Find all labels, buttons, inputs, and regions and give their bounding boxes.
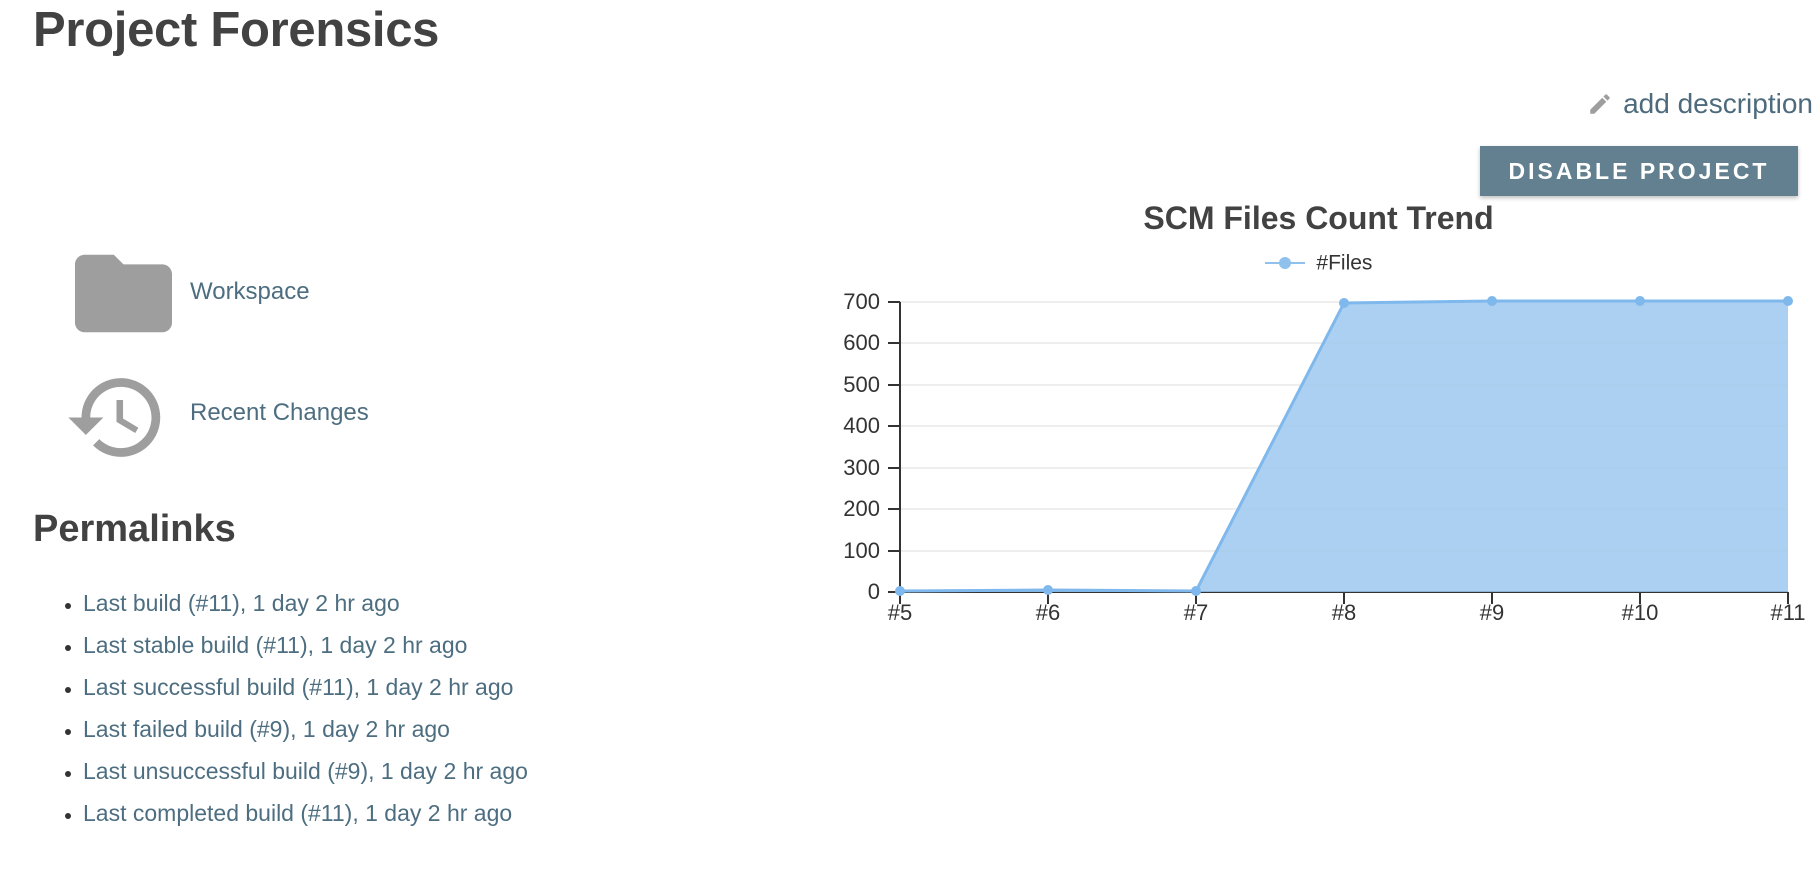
svg-text:#8: #8 [1332, 600, 1356, 625]
svg-text:200: 200 [843, 496, 880, 521]
svg-text:#7: #7 [1184, 600, 1208, 625]
svg-text:300: 300 [843, 455, 880, 480]
svg-text:#6: #6 [1036, 600, 1060, 625]
svg-text:600: 600 [843, 330, 880, 355]
svg-text:400: 400 [843, 413, 880, 438]
svg-text:#5: #5 [888, 600, 912, 625]
svg-text:100: 100 [843, 538, 880, 563]
svg-text:#10: #10 [1622, 600, 1659, 625]
svg-text:700: 700 [843, 289, 880, 314]
svg-text:500: 500 [843, 372, 880, 397]
svg-text:#9: #9 [1480, 600, 1504, 625]
svg-text:#11: #11 [1770, 600, 1805, 625]
svg-text:0: 0 [868, 579, 880, 604]
